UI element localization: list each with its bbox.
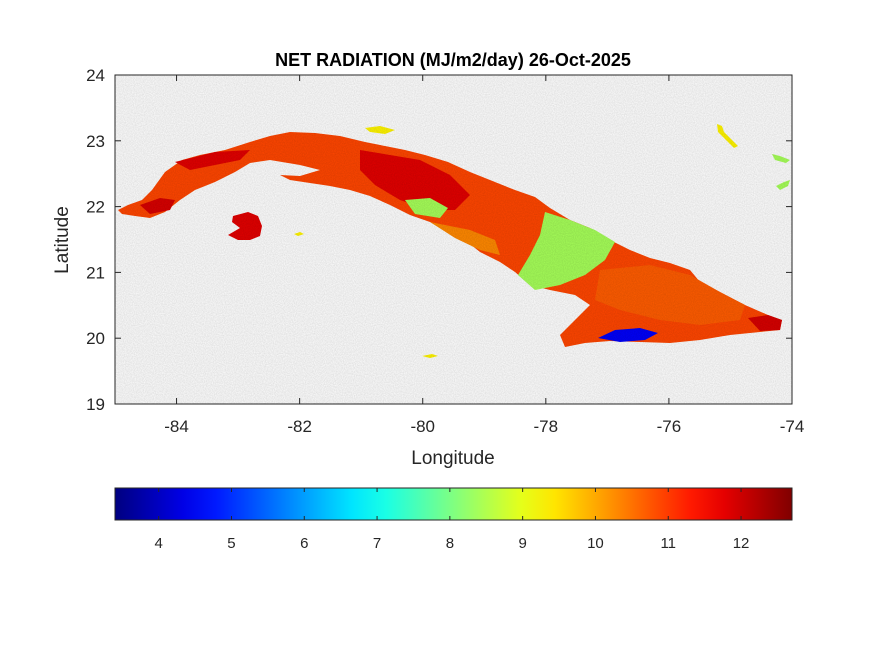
radiation-map <box>115 75 792 404</box>
y-axis: 19 20 21 22 23 24 <box>86 66 792 414</box>
colorbar-tick-label: 4 <box>155 535 163 552</box>
y-tick-label: 23 <box>86 132 105 151</box>
y-tick-label: 24 <box>86 66 105 85</box>
x-tick-label: -80 <box>410 417 435 436</box>
colorbar-tick-label: 6 <box>300 535 308 552</box>
y-tick-label: 19 <box>86 395 105 414</box>
texture-overlay <box>115 75 792 404</box>
colorbar-tick-label: 10 <box>587 535 604 552</box>
colorbar-scale <box>114 487 793 521</box>
x-tick-label: -74 <box>780 417 805 436</box>
x-tick-label: -84 <box>164 417 189 436</box>
x-tick-label: -82 <box>287 417 312 436</box>
y-tick-label: 21 <box>86 263 105 282</box>
colorbar-tick-label: 5 <box>227 535 235 552</box>
y-tick-label: 20 <box>86 329 105 348</box>
x-axis-label: Longitude <box>411 448 494 469</box>
y-tick-label: 22 <box>86 198 105 217</box>
plot-frame <box>114 74 793 405</box>
colorbar-tick-label: 7 <box>373 535 381 552</box>
colorbar-tick-label: 8 <box>446 535 454 552</box>
colorbar-tick-label: 11 <box>660 535 676 552</box>
y-axis-label: Latitude <box>52 206 73 274</box>
colorbar: 4 5 6 7 8 9 10 11 12 <box>114 487 793 552</box>
colorbar-ticks: 4 5 6 7 8 9 10 11 12 <box>155 488 750 552</box>
colorbar-tick-label: 9 <box>518 535 526 552</box>
colorbar-tick-label: 12 <box>733 535 750 552</box>
x-tick-label: -78 <box>534 417 559 436</box>
x-axis: -84 -82 -80 -78 -76 -74 <box>164 75 804 436</box>
x-tick-label: -76 <box>657 417 682 436</box>
chart-title: NET RADIATION (MJ/m2/day) 26-Oct-2025 <box>275 50 631 70</box>
